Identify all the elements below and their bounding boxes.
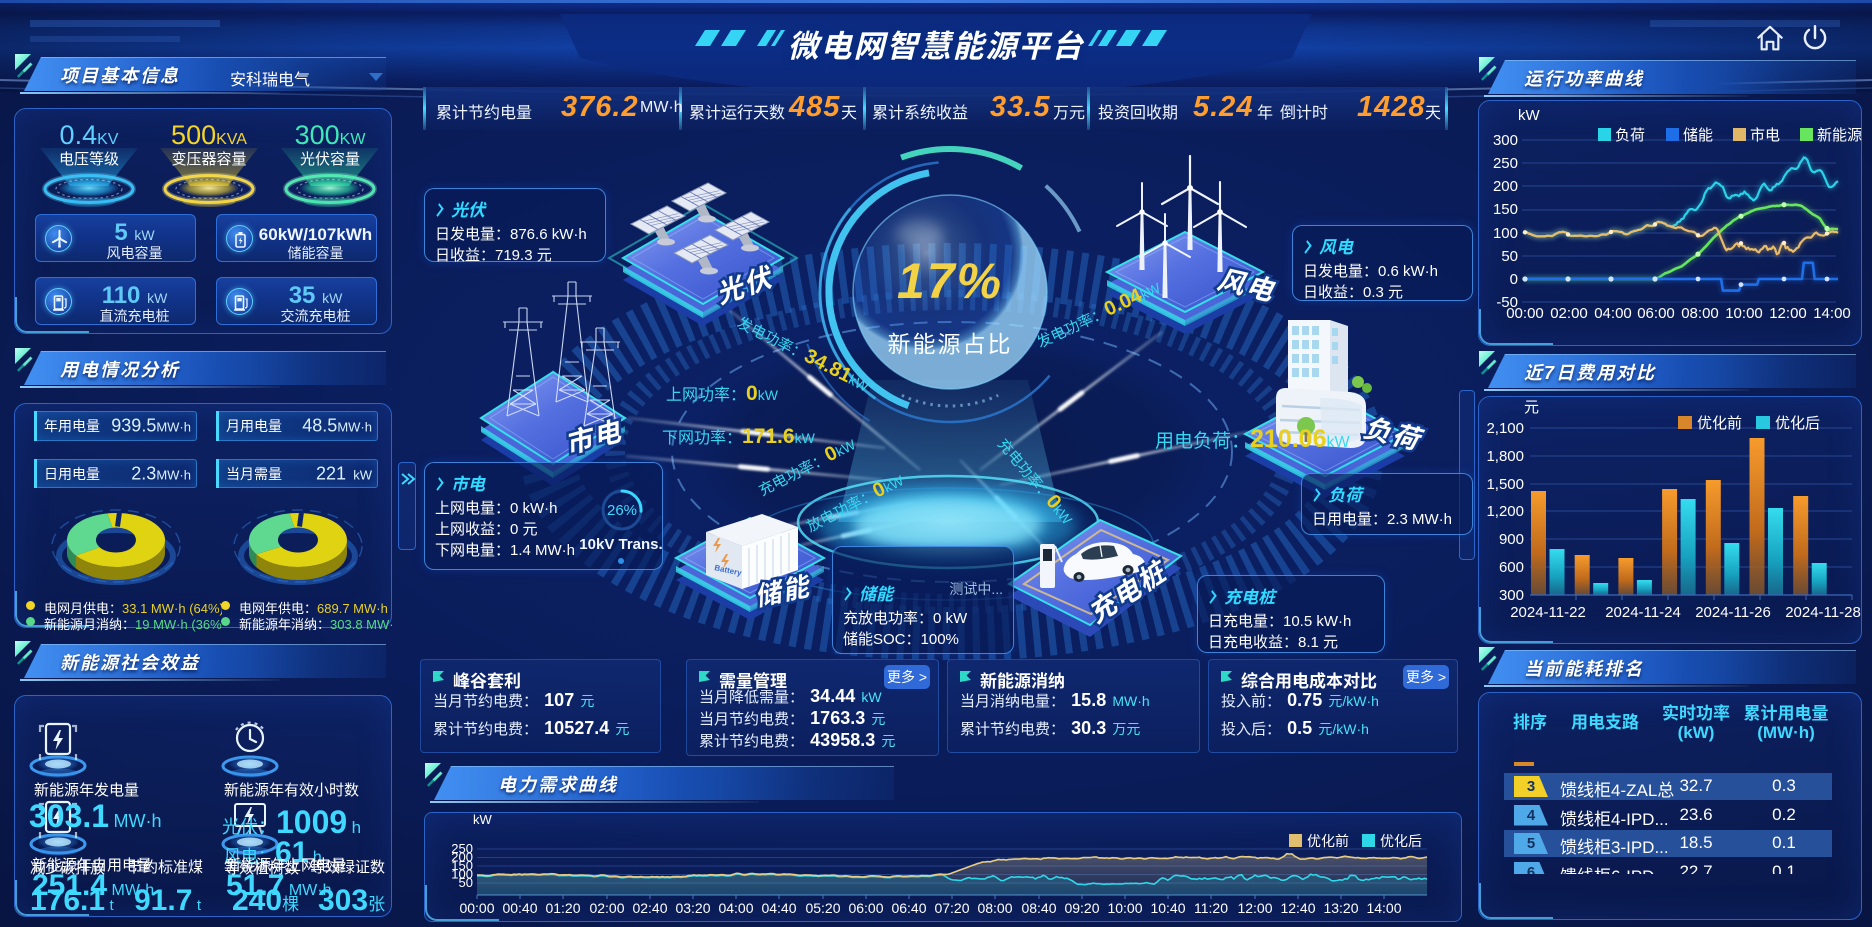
- svg-text:储能: 储能: [1683, 127, 1713, 144]
- svg-text:03:20: 03:20: [675, 900, 710, 916]
- svg-text:优化后: 优化后: [1775, 415, 1820, 432]
- svg-text:26%: 26%: [607, 502, 637, 519]
- svg-text:kW: kW: [1518, 107, 1541, 124]
- svg-text:09:20: 09:20: [1064, 900, 1099, 916]
- svg-text:优化前: 优化前: [1697, 415, 1742, 432]
- svg-text:06:00: 06:00: [848, 900, 883, 916]
- svg-text:02:00: 02:00: [589, 900, 624, 916]
- svg-text:250: 250: [451, 841, 473, 856]
- svg-text:600: 600: [1499, 559, 1524, 576]
- svg-text:2024-11-28: 2024-11-28: [1785, 604, 1861, 621]
- svg-text:14:00: 14:00: [1366, 900, 1401, 916]
- svg-text:市电: 市电: [1750, 127, 1780, 144]
- svg-text:300: 300: [1499, 587, 1524, 604]
- svg-text:1,500: 1,500: [1486, 476, 1524, 493]
- svg-text:200: 200: [451, 850, 473, 865]
- svg-text:11:20: 11:20: [1194, 900, 1228, 916]
- svg-text:上网功率：0kW: 上网功率：0kW: [666, 382, 779, 405]
- svg-text:250: 250: [1493, 155, 1518, 172]
- svg-text:05:20: 05:20: [805, 900, 840, 916]
- svg-text:用电负荷：210.06kW: 用电负荷：210.06kW: [1155, 425, 1350, 453]
- svg-text:00:00: 00:00: [459, 900, 494, 916]
- svg-text:14:00: 14:00: [1813, 305, 1851, 322]
- svg-text:06:00: 06:00: [1637, 305, 1675, 322]
- svg-text:新能源: 新能源: [1817, 127, 1862, 144]
- svg-text:08:40: 08:40: [1021, 900, 1056, 916]
- svg-text:150: 150: [1493, 201, 1518, 218]
- svg-text:10:00: 10:00: [1725, 305, 1763, 322]
- svg-text:17%: 17%: [897, 253, 1003, 309]
- svg-text:10:40: 10:40: [1150, 900, 1185, 916]
- svg-text:优化后: 优化后: [1380, 833, 1422, 849]
- svg-text:12:40: 12:40: [1280, 900, 1315, 916]
- svg-text:150: 150: [451, 858, 473, 873]
- svg-text:01:20: 01:20: [545, 900, 580, 916]
- svg-text:08:00: 08:00: [977, 900, 1012, 916]
- svg-text:07:20: 07:20: [934, 900, 969, 916]
- svg-text:新能源占比: 新能源占比: [888, 331, 1013, 357]
- svg-text:100: 100: [1493, 225, 1518, 242]
- svg-text:08:00: 08:00: [1681, 305, 1719, 322]
- svg-text:1,200: 1,200: [1486, 503, 1524, 520]
- svg-text:12:00: 12:00: [1237, 900, 1272, 916]
- svg-text:50: 50: [459, 875, 473, 890]
- svg-text:12:00: 12:00: [1769, 305, 1807, 322]
- svg-text:04:00: 04:00: [1594, 305, 1632, 322]
- svg-text:1,800: 1,800: [1486, 448, 1524, 465]
- svg-text:-50: -50: [1496, 294, 1518, 311]
- svg-text:02:00: 02:00: [1550, 305, 1588, 322]
- svg-text:kW: kW: [473, 812, 493, 827]
- svg-text:元: 元: [1524, 399, 1539, 416]
- svg-text:2024-11-24: 2024-11-24: [1605, 604, 1681, 621]
- svg-text:00:00: 00:00: [1506, 305, 1544, 322]
- svg-text:200: 200: [1493, 178, 1518, 195]
- svg-text:00:40: 00:40: [502, 900, 537, 916]
- svg-text:优化前: 优化前: [1307, 833, 1349, 849]
- svg-text:10:00: 10:00: [1107, 900, 1142, 916]
- svg-text:下网功率：171.6kW: 下网功率：171.6kW: [662, 425, 816, 448]
- svg-text:900: 900: [1499, 531, 1524, 548]
- svg-text:02:40: 02:40: [632, 900, 667, 916]
- svg-text:04:40: 04:40: [761, 900, 796, 916]
- svg-text:06:40: 06:40: [891, 900, 926, 916]
- svg-text:13:20: 13:20: [1323, 900, 1358, 916]
- svg-text:2024-11-22: 2024-11-22: [1510, 604, 1586, 621]
- svg-text:04:00: 04:00: [718, 900, 753, 916]
- svg-text:300: 300: [1493, 132, 1518, 149]
- svg-text:0: 0: [1510, 271, 1518, 288]
- svg-text:50: 50: [1501, 248, 1518, 265]
- svg-text:2024-11-26: 2024-11-26: [1695, 604, 1771, 621]
- svg-text:100: 100: [451, 867, 473, 882]
- svg-text:负荷: 负荷: [1615, 127, 1645, 144]
- svg-text:2,100: 2,100: [1486, 420, 1524, 437]
